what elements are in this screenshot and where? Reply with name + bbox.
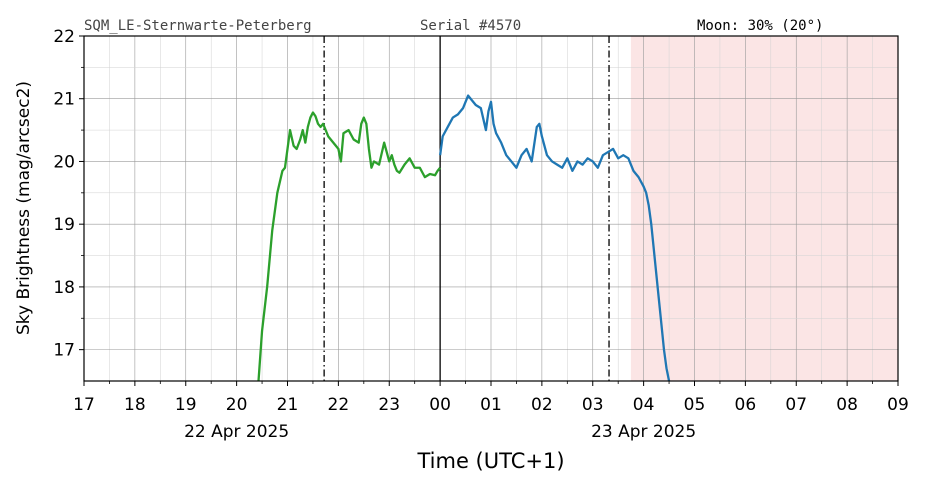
x-tick-label: 01 — [480, 395, 502, 415]
x-tick-label: 17 — [73, 395, 95, 415]
date-label: 23 Apr 2025 — [591, 422, 696, 442]
header-moon: Moon: 30% (20°) — [697, 18, 823, 34]
x-axis-label: Time (UTC+1) — [416, 449, 564, 473]
x-tick-label: 05 — [684, 395, 706, 415]
x-tick-label: 07 — [785, 395, 807, 415]
x-tick-label: 08 — [836, 395, 858, 415]
x-tick-label: 06 — [735, 395, 757, 415]
series-line-morning — [438, 94, 671, 381]
header-serial: Serial #4570 — [420, 18, 521, 34]
daylight-shaded-region — [630, 36, 898, 381]
y-tick-label: 20 — [53, 152, 75, 172]
x-tick-label: 02 — [531, 395, 553, 415]
x-tick-label: 04 — [633, 395, 655, 415]
y-tick-label: 22 — [53, 27, 75, 47]
date-label: 22 Apr 2025 — [184, 422, 289, 442]
x-tick-label: 00 — [429, 395, 451, 415]
y-tick-label: 21 — [53, 90, 75, 110]
x-tick-label: 09 — [887, 395, 909, 415]
x-tick-label: 20 — [226, 395, 248, 415]
series-line-evening — [257, 111, 442, 381]
y-tick-label: 19 — [53, 215, 75, 235]
y-axis-label: Sky Brightness (mag/arcsec2) — [14, 81, 34, 335]
y-tick-label: 18 — [53, 278, 75, 298]
y-tick-label: 17 — [53, 341, 75, 361]
header-station: SQM_LE-Sternwarte-Peterberg — [84, 18, 312, 34]
x-tick-label: 19 — [175, 395, 197, 415]
x-tick-label: 03 — [582, 395, 604, 415]
x-tick-label: 22 — [328, 395, 350, 415]
x-tick-label: 21 — [277, 395, 299, 415]
x-tick-label: 18 — [124, 395, 146, 415]
x-tick-label: 23 — [378, 395, 400, 415]
